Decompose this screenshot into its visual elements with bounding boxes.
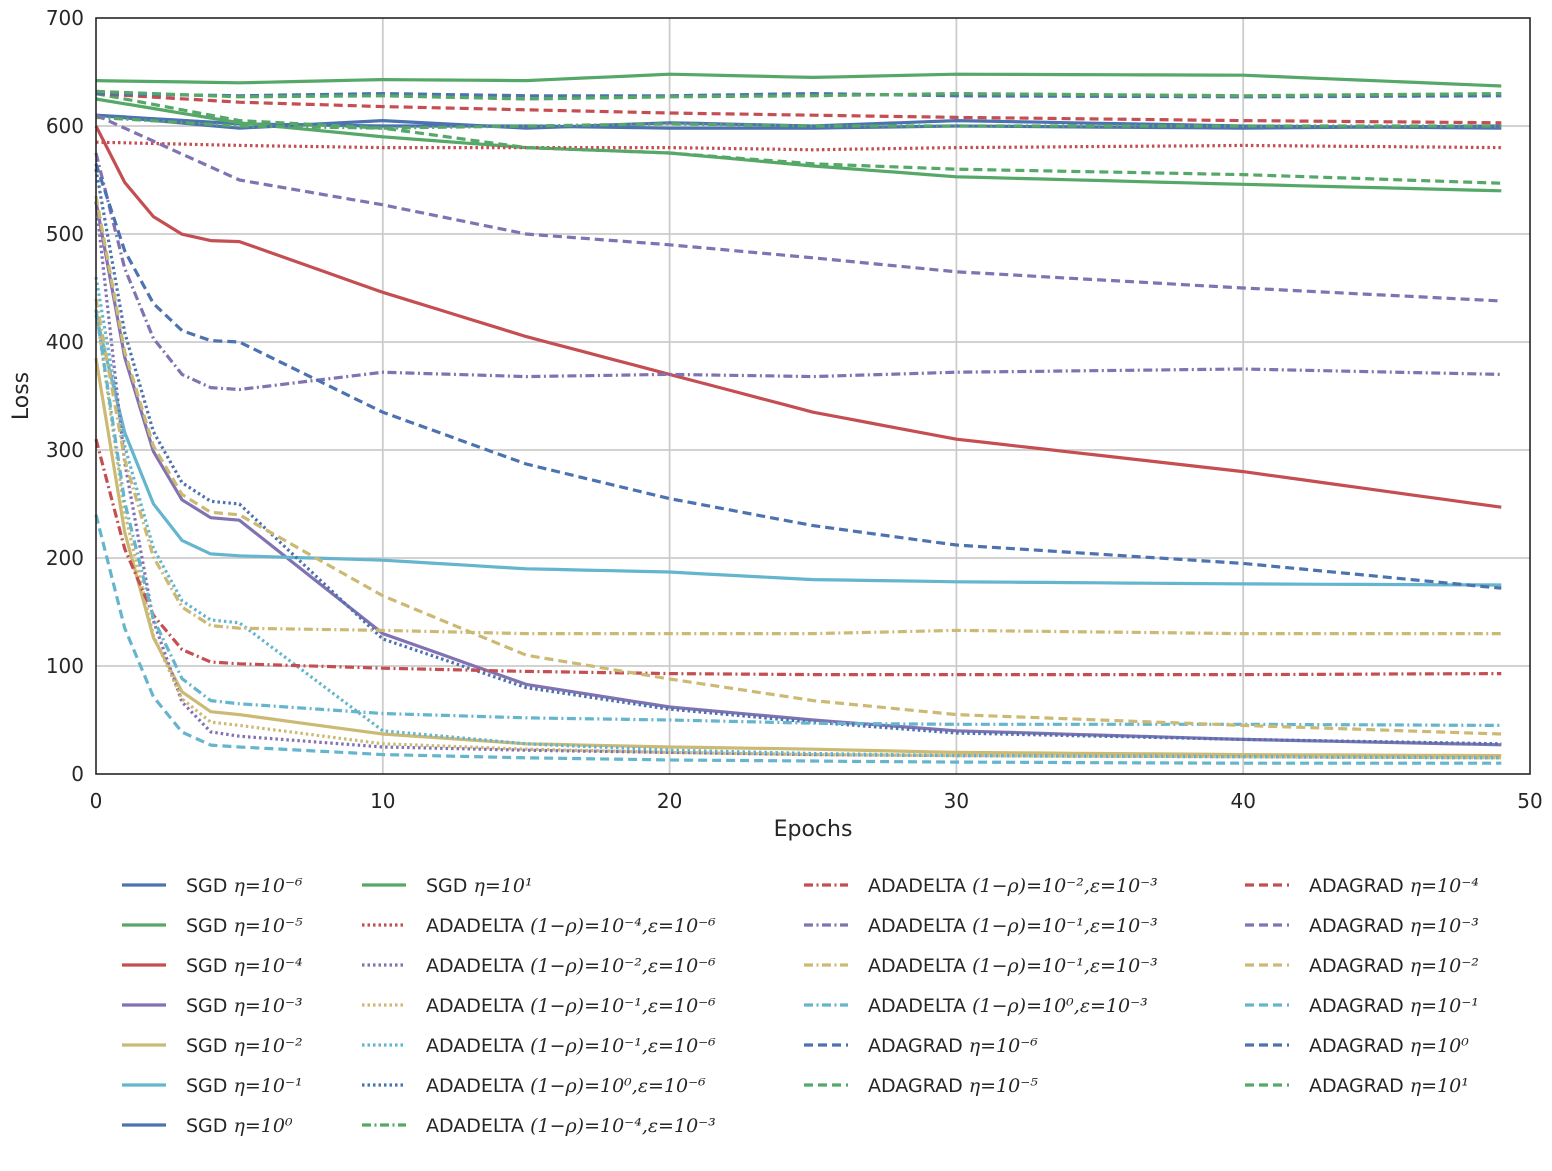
legend-label: SGD η=10⁻⁶	[186, 875, 303, 897]
series-line	[94, 314, 1502, 587]
legend-label: ADAGRAD η=10⁻²	[1309, 955, 1479, 977]
legend-label: ADADELTA (1−ρ)=10⁻¹,ε=10⁻³	[868, 955, 1158, 977]
series-line	[95, 92, 1502, 99]
y-tick-label: 500	[46, 222, 84, 246]
series-line	[94, 152, 1502, 392]
legend-label: ADADELTA (1−ρ)=10⁻¹,ε=10⁻⁶	[426, 1035, 716, 1057]
series-line	[95, 113, 1502, 130]
legend-label: ADAGRAD η=10⁰	[1309, 1035, 1469, 1057]
plot-background	[96, 18, 1530, 774]
legend-label: ADADELTA (1−ρ)=10⁻⁴,ε=10⁻³	[426, 1115, 716, 1137]
legend-label: ADADELTA (1−ρ)=10⁰,ε=10⁻³	[868, 995, 1148, 1017]
series-line	[94, 276, 1502, 760]
y-tick-label: 400	[46, 330, 84, 354]
y-tick-label: 0	[71, 762, 84, 786]
x-tick-label: 50	[1517, 789, 1542, 813]
series-line	[94, 298, 1502, 636]
series-line	[95, 72, 1502, 88]
x-tick-label: 0	[90, 789, 103, 813]
legend-label: ADADELTA (1−ρ)=10⁻¹,ε=10⁻⁶	[426, 995, 716, 1017]
legend-label: SGD η=10⁻⁴	[186, 955, 303, 977]
legend-label: SGD η=10⁻⁵	[186, 915, 303, 937]
legend: SGD η=10⁻⁶ SGD η=10⁻⁵ SGD η=10⁻⁴ SGD η=10⁻³…	[122, 875, 1479, 1137]
legend-label: ADAGRAD η=10⁻³	[1309, 915, 1479, 937]
x-tick-label: 40	[1230, 789, 1255, 813]
legend-label: ADADELTA (1−ρ)=10⁻¹,ε=10⁻³	[868, 915, 1158, 937]
legend-label: ADADELTA (1−ρ)=10⁻²,ε=10⁻³	[868, 875, 1158, 897]
x-tick-label: 10	[370, 789, 395, 813]
y-tick-label: 200	[46, 546, 84, 570]
y-tick-label: 100	[46, 654, 84, 678]
series-line	[94, 201, 1502, 747]
series-line	[94, 125, 1502, 509]
series-line	[95, 97, 1502, 193]
legend-label: SGD η=10¹	[426, 875, 533, 897]
y-tick-label: 600	[46, 114, 84, 138]
series-line	[94, 438, 1502, 677]
x-tick-label: 20	[657, 789, 682, 813]
series-line	[95, 115, 1502, 130]
series-line	[95, 92, 1502, 185]
series-lines	[94, 72, 1502, 765]
legend-label: ADAGRAD η=10⁻⁶	[868, 1035, 1038, 1057]
legend-label: SGD η=10⁻¹	[186, 1075, 303, 1097]
y-tick-label: 300	[46, 438, 84, 462]
legend-label: SGD η=10⁰	[186, 1115, 293, 1137]
legend-label: SGD η=10⁻³	[186, 995, 303, 1017]
series-line	[94, 514, 1502, 765]
legend-label: ADAGRAD η=10⁻⁴	[1309, 875, 1479, 897]
legend-label: ADADELTA (1−ρ)=10⁻²,ε=10⁻⁶	[426, 955, 716, 977]
plot-frame	[95, 17, 1531, 775]
legend-label: ADAGRAD η=10¹	[1309, 1075, 1469, 1097]
legend-label: ADADELTA (1−ρ)=10⁻⁴,ε=10⁻⁶	[426, 915, 716, 937]
y-axis-label: Loss	[9, 372, 34, 420]
series-line	[95, 113, 1502, 303]
legend-label: ADADELTA (1−ρ)=10⁰,ε=10⁻⁶	[426, 1075, 706, 1097]
series-line	[94, 168, 1502, 746]
series-line	[94, 357, 1502, 758]
x-axis-label: Epochs	[774, 817, 853, 842]
legend-label: ADAGRAD η=10⁻¹	[1309, 995, 1479, 1017]
series-line	[95, 89, 1502, 101]
series-line	[95, 92, 1502, 125]
series-line	[94, 195, 1502, 736]
x-tick-label: 30	[944, 789, 969, 813]
legend-label: ADAGRAD η=10⁻⁵	[868, 1075, 1038, 1097]
legend-label: SGD η=10⁻²	[186, 1035, 303, 1057]
series-line	[94, 163, 1502, 590]
y-tick-label: 700	[46, 6, 84, 30]
